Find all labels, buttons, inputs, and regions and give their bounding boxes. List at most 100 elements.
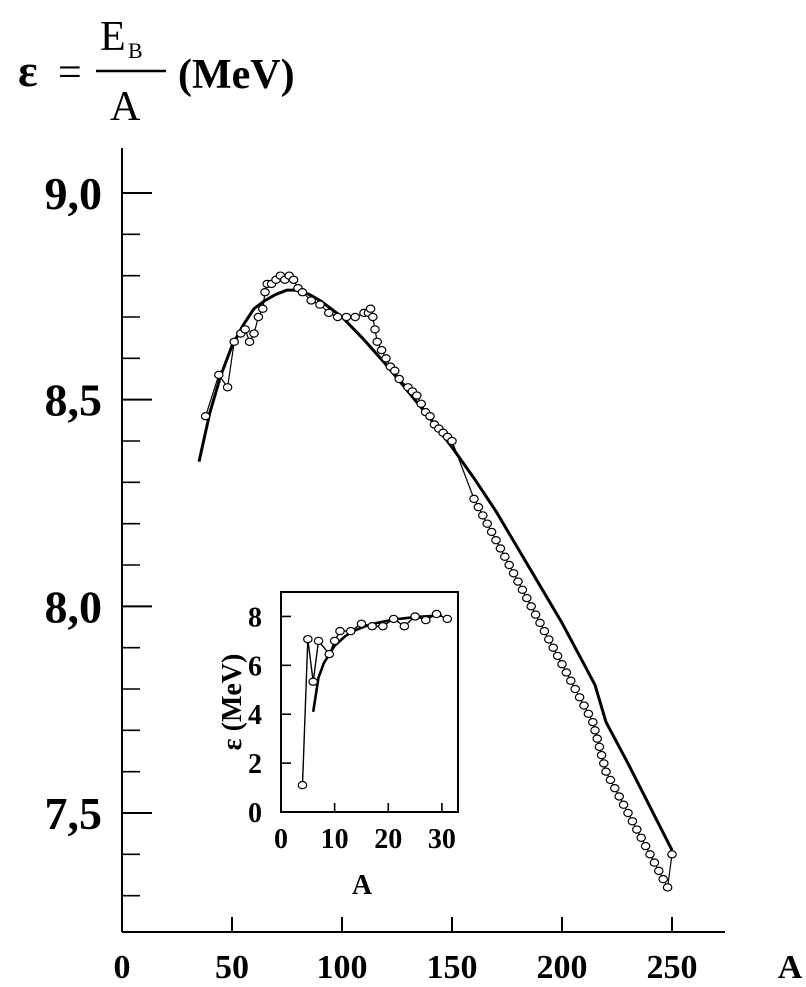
main-data-point bbox=[574, 693, 585, 702]
main-data-point bbox=[530, 610, 541, 619]
inset-data-point bbox=[378, 622, 388, 631]
main-data-point bbox=[469, 494, 479, 504]
main-data-point bbox=[526, 602, 536, 611]
main-data-point bbox=[315, 300, 325, 309]
inset-y-axis-title: ε (MeV) bbox=[217, 654, 248, 751]
main-data-point bbox=[579, 701, 589, 710]
main-data-point bbox=[658, 874, 668, 884]
main-data-point bbox=[372, 337, 382, 346]
inset-data-point bbox=[388, 614, 399, 624]
main-data-point bbox=[288, 275, 299, 284]
main-data-point bbox=[513, 577, 523, 586]
inset-data-point bbox=[367, 622, 377, 631]
title-numerator-subscript: B bbox=[128, 38, 143, 63]
main-data-point bbox=[587, 717, 598, 727]
inset-x-tick-label: 0 bbox=[274, 824, 288, 855]
inset-x-axis-title: A bbox=[352, 870, 373, 901]
main-data-point bbox=[631, 825, 642, 834]
main-data-point bbox=[367, 312, 378, 322]
main-data-point bbox=[609, 784, 620, 793]
title-equals: = bbox=[58, 50, 82, 96]
main-x-tick-label: 0 bbox=[114, 949, 131, 986]
main-data-point bbox=[394, 374, 404, 384]
inset-data-point bbox=[442, 614, 453, 624]
main-data-point bbox=[200, 412, 211, 421]
inset-y-tick-label: 2 bbox=[248, 749, 262, 780]
main-x-tick-label: 200 bbox=[537, 949, 588, 986]
main-data-point bbox=[376, 345, 387, 355]
main-data-point bbox=[306, 296, 316, 305]
main-data-point bbox=[253, 312, 264, 322]
title-unit: (MeV) bbox=[178, 52, 295, 98]
main-data-point bbox=[508, 569, 519, 578]
title-symbol: ε bbox=[18, 45, 38, 96]
inset-data-point bbox=[431, 609, 442, 619]
main-data-point bbox=[552, 651, 563, 661]
main-measured-series bbox=[200, 271, 677, 892]
main-data-point bbox=[229, 337, 239, 346]
main-data-point bbox=[649, 858, 660, 867]
main-data-point bbox=[517, 585, 528, 595]
inset-data-point bbox=[329, 636, 340, 646]
main-data-point bbox=[504, 560, 514, 570]
main-data-point bbox=[222, 383, 233, 392]
main-data-point bbox=[416, 399, 426, 408]
inset-data-point bbox=[356, 619, 367, 628]
main-data-point bbox=[594, 742, 605, 752]
inset-x-tick-label: 10 bbox=[321, 824, 349, 855]
inset-data-point bbox=[410, 612, 420, 621]
main-data-point bbox=[381, 354, 391, 363]
main-data-point bbox=[477, 511, 488, 520]
main-data-point bbox=[244, 337, 255, 346]
main-x-tick-label: 150 bbox=[427, 949, 478, 986]
inset-y-tick-label: 0 bbox=[248, 798, 262, 829]
main-data-point bbox=[623, 808, 633, 818]
main-data-point bbox=[521, 593, 532, 603]
main-data-point bbox=[590, 726, 600, 735]
main-data-point bbox=[667, 850, 677, 859]
inset-data-point bbox=[303, 634, 313, 644]
main-data-point bbox=[601, 767, 611, 776]
main-data-point bbox=[640, 841, 651, 851]
main-data-point bbox=[482, 519, 492, 528]
inset-x-tick-label: 20 bbox=[374, 824, 402, 855]
main-data-point bbox=[596, 750, 607, 760]
main-data-point bbox=[365, 304, 376, 313]
main-data-point bbox=[249, 329, 259, 338]
inset-data-point bbox=[421, 615, 431, 625]
inset-data-point bbox=[324, 649, 335, 659]
main-data-point bbox=[260, 288, 270, 297]
main-data-point bbox=[491, 536, 501, 545]
main-data-point bbox=[447, 436, 457, 446]
inset-y-tick-label: 6 bbox=[248, 651, 262, 682]
main-data-point bbox=[592, 734, 602, 743]
inset-chart: 0 2 4 6 8 0 10 20 30 Aε (MeV) bbox=[217, 591, 459, 901]
inset-data-point bbox=[308, 677, 318, 686]
main-data-point bbox=[486, 527, 497, 537]
main-data-point bbox=[341, 312, 352, 322]
main-fit-curve bbox=[197, 288, 674, 851]
inset-x-tick-label: 30 bbox=[428, 824, 456, 855]
main-data-point bbox=[389, 366, 400, 375]
main-data-point bbox=[583, 709, 594, 719]
main-data-point bbox=[473, 502, 484, 512]
main-data-point bbox=[425, 412, 435, 421]
main-y-tick-label: 9,0 bbox=[45, 168, 103, 219]
main-y-tick-label: 8,5 bbox=[45, 375, 103, 426]
main-data-point bbox=[614, 792, 624, 801]
main-x-tick-label: 100 bbox=[317, 949, 368, 986]
main-data-point bbox=[297, 288, 308, 297]
main-data-point bbox=[645, 850, 655, 859]
inset-data-point bbox=[399, 622, 410, 631]
main-data-point bbox=[627, 817, 638, 826]
main-data-point bbox=[605, 775, 616, 785]
main-fit-line bbox=[197, 288, 674, 851]
inset-data-point bbox=[313, 636, 324, 646]
main-axes: 7,58,08,59,00 50 100 150 200 250 A bbox=[45, 148, 803, 986]
chart-title: ε = E B A (MeV) bbox=[18, 14, 295, 130]
main-data-point bbox=[636, 833, 646, 843]
main-x-tick-label: 50 bbox=[215, 949, 249, 986]
main-y-tick-label: 8,0 bbox=[45, 581, 103, 632]
main-data-point bbox=[598, 759, 609, 768]
main-data-point bbox=[548, 643, 558, 652]
